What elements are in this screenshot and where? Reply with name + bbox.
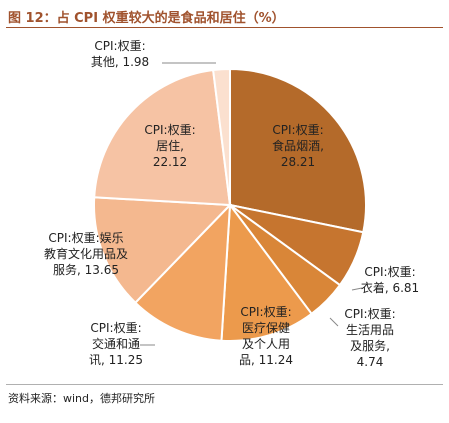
source-note: 资料来源：wind，德邦研究所 [8,392,156,405]
pie-slice-7 [93,68,232,207]
slice-label-4: CPI:权重:医疗保健及个人用品, 11.24 [239,305,293,367]
leader-line-3 [329,317,339,327]
slice-label-3: CPI:权重:生活用品及服务, 4.74 [344,307,395,369]
pie-slice-8 [212,67,231,206]
leader-line-2 [351,287,363,291]
title-divider [6,27,443,28]
pie-slice-6 [93,196,233,305]
slice-label-8: CPI:权重:其他, 1.98 [91,39,149,69]
chart-title: 图 12：占 CPI 权重较大的是食品和居住（%） [8,11,285,26]
slice-label-5: CPI:权重:交通和通讯, 11.25 [89,321,143,367]
slice-label-7: CPI:权重:居住, 22.12 [144,123,195,169]
footer-divider [6,384,443,385]
slice-label-1: CPI:权重:食品烟酒, 28.21 [272,123,324,169]
pie-slice-4 [220,202,313,342]
pie-slice-5 [133,202,232,342]
slice-label-6: CPI:权重:娱乐教育文化用品及服务, 13.65 [44,231,128,277]
slice-label-2: CPI:权重:衣着, 6.81 [361,265,419,295]
pie-slice-1 [229,67,367,234]
